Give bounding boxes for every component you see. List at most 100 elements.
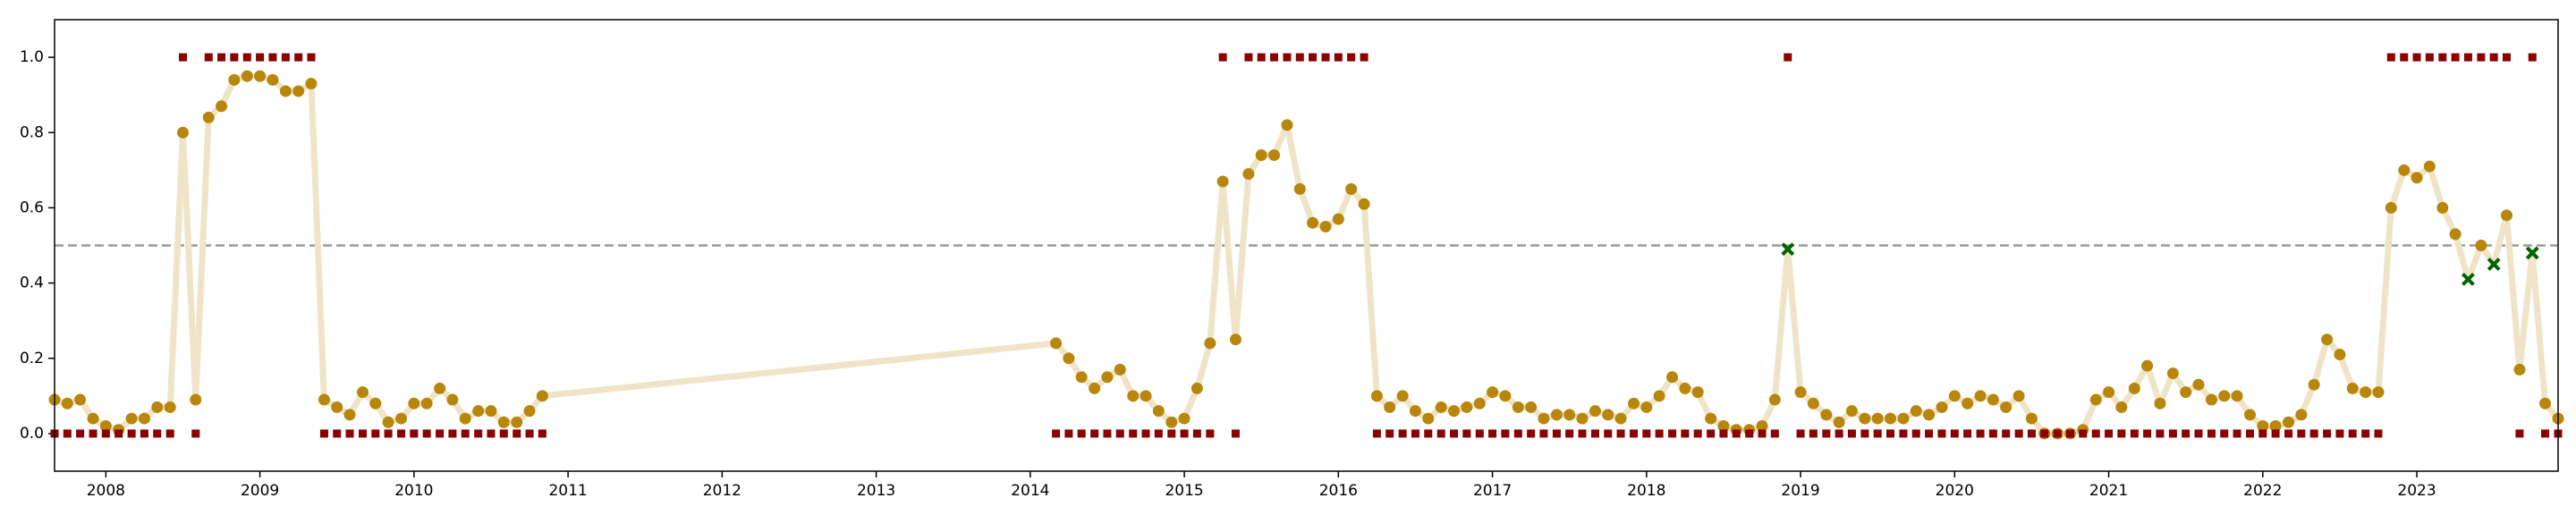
probability-marker: [164, 401, 176, 413]
regime-marker: [1885, 429, 1894, 438]
regime-marker: [242, 53, 251, 62]
regime-marker: [2412, 53, 2421, 62]
probability-marker: [241, 70, 253, 82]
regime-marker: [2246, 429, 2255, 438]
probability-marker: [292, 85, 305, 97]
probability-marker: [408, 397, 420, 409]
probability-marker: [2334, 349, 2346, 361]
regime-marker: [1103, 429, 1112, 438]
probability-marker: [1653, 390, 1665, 402]
regime-marker: [63, 429, 72, 438]
probability-marker: [1268, 149, 1281, 161]
probability-marker: [2449, 228, 2462, 241]
probability-marker: [1628, 397, 1640, 409]
regime-marker: [1064, 429, 1073, 438]
probability-marker: [151, 401, 164, 413]
regime-marker: [1707, 429, 1716, 438]
regime-marker: [436, 429, 445, 438]
probability-marker: [1140, 390, 1152, 402]
probability-marker: [1101, 371, 1114, 384]
regime-marker: [204, 53, 213, 62]
regime-marker: [1860, 429, 1869, 438]
regime-marker: [1347, 53, 1356, 62]
probability-marker: [2103, 386, 2115, 399]
x-tick-label: 2020: [1936, 482, 1974, 500]
probability-marker: [2141, 359, 2154, 372]
regime-marker: [2156, 429, 2165, 438]
probability-marker: [2475, 240, 2487, 251]
probability-marker: [2360, 386, 2372, 399]
probability-marker: [318, 393, 330, 406]
probability-marker: [459, 412, 471, 425]
regime-marker: [1988, 429, 1997, 438]
regime-marker: [2168, 429, 2177, 438]
probability-marker: [2539, 397, 2552, 409]
probability-marker: [1204, 337, 1216, 350]
regime-marker: [140, 429, 148, 438]
probability-marker: [2513, 363, 2526, 376]
x-tick-label: 2017: [1473, 482, 1512, 500]
probability-marker: [2128, 382, 2140, 394]
probability-marker: [1473, 397, 1486, 409]
regime-marker: [1719, 429, 1728, 438]
probability-marker: [2244, 409, 2257, 421]
regime-marker: [2040, 429, 2049, 438]
regime-marker: [1732, 429, 1741, 438]
regime-marker: [217, 53, 226, 62]
probability-marker: [2321, 333, 2334, 346]
regime-marker: [513, 429, 521, 438]
regime-marker: [2271, 429, 2280, 438]
regime-marker: [1925, 429, 1934, 438]
regime-marker: [2451, 53, 2460, 62]
probability-marker: [1640, 401, 1653, 413]
probability-marker: [434, 382, 446, 394]
x-tick-label: 2012: [703, 482, 741, 500]
regime-marker: [2220, 429, 2229, 438]
probability-marker: [1614, 412, 1627, 425]
regime-marker: [1270, 53, 1279, 62]
probability-marker: [61, 397, 73, 409]
regime-marker: [1436, 429, 1445, 438]
regime-marker: [2002, 429, 2011, 438]
regime-marker: [333, 429, 342, 438]
probability-marker: [1216, 175, 1229, 188]
probability-marker: [1794, 386, 1807, 399]
regime-marker: [1784, 53, 1792, 62]
probability-marker: [1075, 371, 1088, 384]
probability-marker: [1807, 397, 1819, 409]
x-tick-label: 2013: [857, 482, 895, 500]
probability-marker: [2115, 401, 2128, 413]
regime-marker: [2105, 429, 2114, 438]
probability-marker: [1435, 401, 1447, 413]
regime-marker: [2348, 429, 2357, 438]
regime-marker: [1244, 53, 1253, 62]
probability-marker: [1307, 216, 1319, 229]
regime-marker: [1206, 429, 1215, 438]
regime-marker: [538, 429, 547, 438]
probability-marker: [138, 412, 150, 425]
probability-marker: [87, 412, 99, 425]
regime-marker: [2541, 429, 2550, 438]
probability-marker: [1936, 401, 1948, 413]
x-tick-label: 2008: [87, 482, 125, 500]
probability-marker: [1487, 386, 1499, 399]
y-tick-label: 0.4: [20, 274, 44, 292]
regime-marker: [1154, 429, 1163, 438]
regime-marker: [1141, 429, 1150, 438]
regime-marker: [153, 429, 162, 438]
regime-marker: [1963, 429, 1972, 438]
probability-marker: [2089, 393, 2102, 406]
probability-marker: [1114, 363, 1126, 376]
x-tick-label: 2021: [2089, 482, 2128, 500]
probability-marker: [1050, 337, 1063, 350]
probability-marker: [1319, 220, 1332, 232]
probability-marker: [1859, 412, 1871, 425]
regime-marker: [1283, 53, 1292, 62]
x-tick-label: 2011: [548, 482, 587, 500]
regime-marker: [294, 53, 303, 62]
y-tick-label: 0.0: [20, 425, 44, 443]
probability-marker: [1345, 182, 1358, 195]
probability-marker: [1242, 168, 1255, 181]
regime-marker: [178, 53, 187, 62]
probability-marker: [511, 416, 523, 428]
